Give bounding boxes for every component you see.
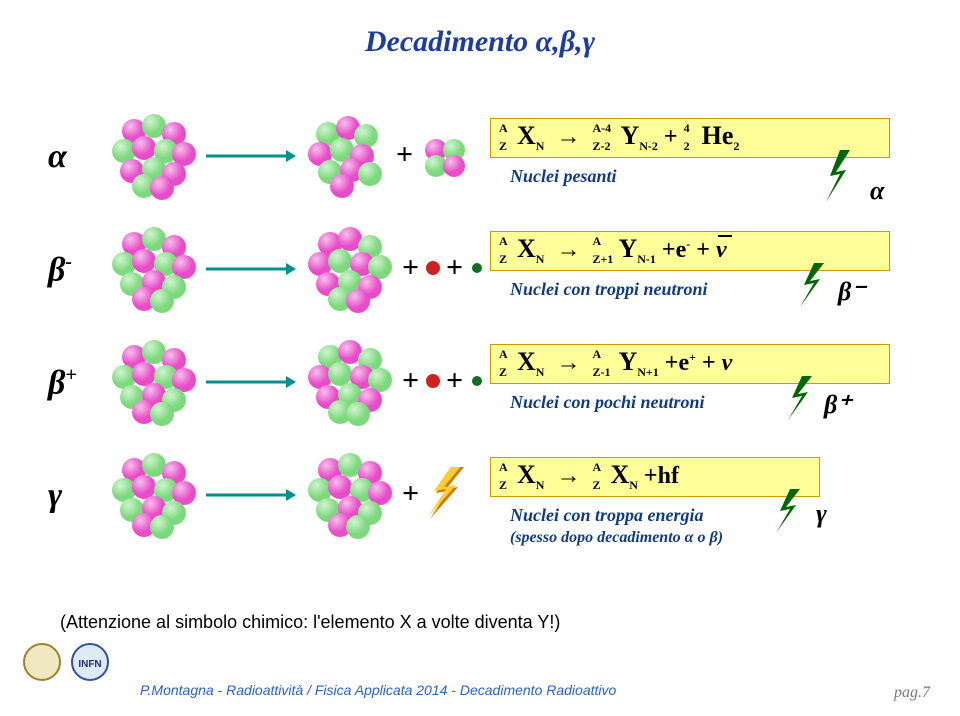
nucleus-parent-bplus xyxy=(104,332,202,426)
nucleus-daughter-bplus xyxy=(300,332,398,426)
nucleus-parent-gamma xyxy=(104,445,202,539)
tag-alpha: α xyxy=(48,138,67,176)
equation-gamma: AZXN → AZXN +hf xyxy=(490,457,820,497)
row-beta-minus: β- xyxy=(0,213,960,321)
plus-bminus-1: + xyxy=(402,251,419,285)
svg-text:INFN: INFN xyxy=(78,659,101,670)
footnote: (Attenzione al simbolo chimico: l'elemen… xyxy=(60,612,560,633)
nucleus-parent-alpha xyxy=(104,106,202,200)
arrow-bminus xyxy=(206,261,296,277)
greek-gamma: γ xyxy=(816,499,827,529)
gamma-photon-icon xyxy=(424,467,472,525)
plus-alpha: + xyxy=(396,138,413,172)
plus-gamma: + xyxy=(402,477,419,511)
bolt-alpha-icon xyxy=(822,150,862,210)
tag-beta-plus: β+ xyxy=(48,364,77,402)
logos: INFN xyxy=(20,638,120,691)
arrow-gamma xyxy=(206,487,296,503)
row-beta-plus: β+ xyxy=(0,326,960,434)
plus-bplus-1: + xyxy=(402,364,419,398)
greek-alpha: α xyxy=(870,176,884,206)
plus-bplus-2: + xyxy=(446,364,463,398)
caption-gamma-2: (spesso dopo decadimento α o β) xyxy=(510,529,723,547)
page-number: pag.7 xyxy=(894,684,930,702)
antineutrino-icon xyxy=(468,259,486,277)
arrow-bplus xyxy=(206,374,296,390)
greek-bplus: β⁺ xyxy=(824,390,851,420)
equation-beta-plus: AZXN → AZ-1YN+1 +e+ + ν xyxy=(490,344,890,384)
bolt-bminus-icon xyxy=(796,263,836,313)
footer: P.Montagna - Radioattività / Fisica Appl… xyxy=(140,682,880,698)
nucleus-daughter-bminus xyxy=(300,219,398,313)
alpha-particle xyxy=(420,134,472,187)
bolt-gamma-icon xyxy=(772,489,812,539)
arrow-alpha xyxy=(206,148,296,164)
caption-bplus: Nuclei con pochi neutroni xyxy=(510,392,705,413)
neutrino-icon xyxy=(468,372,486,390)
tag-beta-minus: β- xyxy=(48,251,72,289)
electron-icon xyxy=(424,259,442,277)
caption-gamma: Nuclei con troppa energia xyxy=(510,505,704,526)
row-alpha: α xyxy=(0,100,960,208)
nucleus-daughter-gamma xyxy=(300,445,398,539)
positron-icon xyxy=(424,372,442,390)
plus-bminus-2: + xyxy=(446,251,463,285)
nucleus-daughter-alpha xyxy=(300,110,390,198)
nucleus-parent-bminus xyxy=(104,219,202,313)
row-gamma: γ xyxy=(0,439,960,567)
greek-bminus: β⁻ xyxy=(838,277,865,307)
bolt-bplus-icon xyxy=(784,376,824,426)
page-title: Decadimento α,β,γ xyxy=(0,0,960,59)
caption-bminus: Nuclei con troppi neutroni xyxy=(510,279,708,300)
caption-alpha: Nuclei pesanti xyxy=(510,166,617,187)
tag-gamma: γ xyxy=(48,477,62,515)
